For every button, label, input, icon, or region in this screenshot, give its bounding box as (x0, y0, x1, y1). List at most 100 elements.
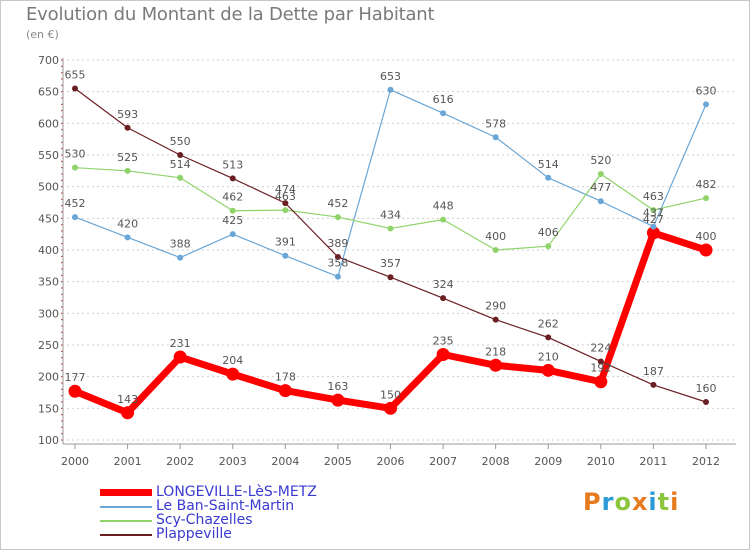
chart-title: Evolution du Montant de la Dette par Hab… (26, 4, 435, 25)
data-point (597, 358, 604, 365)
data-point (226, 367, 240, 381)
data-point (489, 358, 503, 372)
legend-item: Le Ban-Saint-Martin (100, 498, 400, 514)
data-label: 616 (433, 93, 454, 106)
x-tick-label: 2009 (534, 455, 562, 468)
data-label: 178 (275, 371, 296, 384)
y-tick-label: 600 (38, 117, 59, 130)
data-label: 578 (485, 117, 506, 130)
data-point (703, 399, 709, 405)
data-label: 482 (696, 178, 717, 191)
legend-label: Scy-Chazelles (156, 512, 253, 528)
x-tick-label: 2010 (587, 455, 615, 468)
data-point (334, 273, 341, 280)
data-point (440, 216, 447, 223)
data-label: 448 (433, 200, 454, 213)
x-tick-label: 2008 (482, 455, 510, 468)
data-label: 514 (170, 158, 191, 171)
data-label: 550 (170, 135, 191, 148)
data-label: 400 (485, 230, 506, 243)
data-label: 513 (222, 158, 243, 171)
data-label: 437 (643, 207, 664, 220)
data-point (68, 384, 82, 398)
data-label: 525 (117, 151, 138, 164)
data-label: 452 (65, 197, 86, 210)
data-label: 187 (643, 365, 664, 378)
data-label: 235 (433, 335, 454, 348)
data-label: 210 (538, 350, 559, 363)
x-tick-label: 2003 (219, 455, 247, 468)
data-point (387, 225, 394, 232)
y-tick-label: 250 (38, 339, 59, 352)
data-point (173, 350, 187, 364)
data-label: 204 (222, 354, 243, 367)
data-label: 434 (380, 208, 401, 221)
data-label: 231 (170, 337, 191, 350)
data-point (597, 171, 604, 177)
legend-label: Le Ban-Saint-Martin (156, 498, 295, 514)
x-tick-label: 2002 (166, 455, 194, 468)
y-tick-label: 650 (38, 86, 59, 99)
data-label: 391 (275, 236, 296, 249)
logo-letter: x (631, 488, 649, 516)
data-label: 427 (643, 213, 664, 226)
data-label: 163 (327, 380, 348, 393)
data-label: 290 (485, 300, 506, 313)
logo-letter: o (614, 488, 632, 516)
legend-swatch (100, 489, 152, 496)
data-label: 324 (433, 278, 454, 291)
data-label: 160 (696, 382, 717, 395)
data-point (124, 234, 131, 241)
data-point (492, 134, 499, 141)
data-point (703, 195, 709, 202)
data-label: 655 (65, 69, 86, 82)
data-label: 462 (222, 191, 243, 204)
data-point (387, 86, 394, 93)
data-point (124, 124, 131, 131)
legend-item: Plappeville (100, 526, 400, 542)
data-point (229, 175, 236, 182)
data-point (177, 174, 184, 181)
data-point (492, 247, 499, 253)
plot-area (62, 55, 740, 447)
data-label: 630 (696, 84, 717, 97)
data-point (72, 164, 78, 171)
data-label: 262 (538, 317, 559, 330)
data-point (331, 393, 345, 407)
data-label: 530 (65, 148, 86, 161)
data-label: 150 (380, 388, 401, 401)
data-point (282, 200, 289, 207)
y-tick-label: 550 (38, 149, 59, 162)
data-label: 224 (590, 341, 611, 354)
logo-letter: r (601, 488, 615, 516)
legend-swatch (100, 520, 152, 522)
data-label: 192 (590, 362, 611, 375)
x-tick-label: 2006 (377, 455, 405, 468)
x-tick-label: 2007 (429, 455, 457, 468)
data-point (545, 174, 552, 181)
x-tick-label: 2001 (114, 455, 142, 468)
legend-item: LONGEVILLE-LèS-METZ (100, 484, 400, 500)
data-point (492, 316, 499, 323)
data-label: 218 (485, 345, 506, 358)
data-point (72, 214, 78, 221)
data-label: 420 (117, 217, 138, 230)
chart-legend: LONGEVILLE-LèS-METZ Le Ban-Saint-Martin Sc… (100, 484, 400, 542)
logo-letter: i (648, 488, 658, 516)
data-point (334, 253, 341, 260)
y-tick-label: 700 (38, 54, 59, 67)
y-tick-label: 150 (38, 402, 59, 415)
data-point (229, 207, 236, 214)
data-label: 520 (590, 154, 611, 167)
data-point (384, 401, 397, 415)
data-point (121, 406, 135, 420)
data-point (650, 381, 657, 388)
data-point (124, 167, 131, 174)
legend-label: LONGEVILLE-LèS-METZ (156, 484, 317, 500)
data-label: 425 (222, 214, 243, 227)
data-label: 358 (327, 257, 348, 270)
data-point (703, 101, 709, 108)
data-label: 474 (275, 183, 296, 196)
data-label: 463 (643, 190, 664, 203)
data-point (650, 223, 657, 230)
